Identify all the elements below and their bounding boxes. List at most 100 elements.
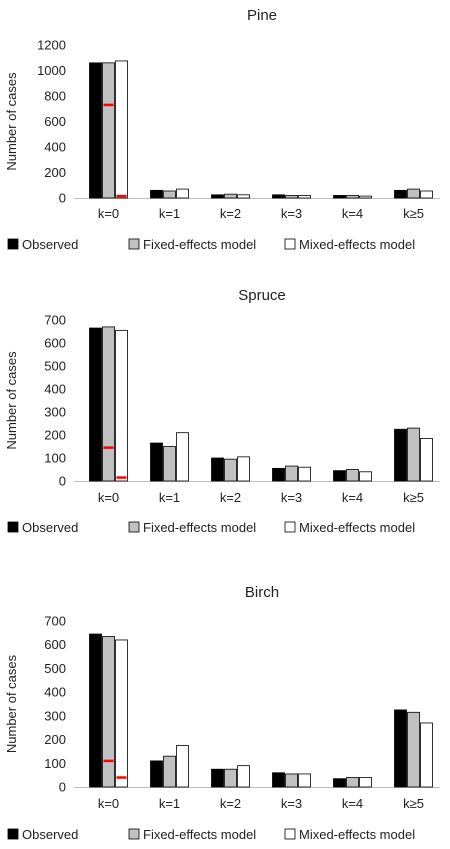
bar-fixed-k=1 (163, 190, 176, 199)
bar-mixed-k≥5 (420, 438, 433, 482)
x-tick-label: k=3 (281, 796, 302, 811)
x-tick-label: k=1 (159, 796, 180, 811)
bar-observed-k=4 (333, 470, 346, 482)
legend-label-observed: Observed (22, 827, 78, 842)
bar-fixed-k=0 (102, 62, 115, 199)
y-tick-label: 100 (44, 451, 66, 466)
bar-fixed-k=4 (346, 777, 359, 788)
bar-fixed-k=2 (224, 193, 237, 199)
y-tick-label: 800 (44, 89, 66, 104)
y-tick-label: 200 (44, 732, 66, 747)
bar-mixed-k=0 (115, 60, 128, 199)
legend-swatch-fixed (128, 238, 140, 250)
y-tick-label: 400 (44, 685, 66, 700)
bar-observed-k=2 (211, 457, 224, 482)
bar-observed-k=3 (272, 772, 285, 788)
bar-fixed-k≥5 (407, 188, 420, 199)
bar-fixed-k=3 (285, 465, 298, 482)
bar-mixed-k=2 (237, 456, 250, 482)
x-tick-label: k≥5 (403, 206, 424, 221)
x-tick-label: k≥5 (403, 490, 424, 505)
legend-label-mixed: Mixed-effects model (299, 827, 415, 842)
bar-fixed-k=4 (346, 195, 359, 199)
legend-label-fixed: Fixed-effects model (143, 520, 256, 535)
bar-observed-k≥5 (394, 189, 407, 199)
legend-label-observed: Observed (22, 520, 78, 535)
bar-mixed-k=2 (237, 765, 250, 788)
y-tick-label: 200 (44, 428, 66, 443)
x-tick-label: k=2 (220, 206, 241, 221)
x-tick-label: k=3 (281, 490, 302, 505)
x-tick-label: k=2 (220, 490, 241, 505)
bar-fixed-k=2 (224, 458, 237, 482)
bar-observed-k=0 (89, 327, 102, 482)
bar-fixed-k=1 (163, 446, 176, 482)
x-tick-label: k≥5 (403, 796, 424, 811)
bar-observed-k=0 (89, 62, 102, 199)
legend-swatch-mixed (284, 238, 296, 250)
bar-fixed-k=0 (102, 636, 115, 788)
chart-title: Pine (247, 7, 277, 24)
legend-label-fixed: Fixed-effects model (143, 237, 256, 252)
legend-swatch-fixed (128, 828, 140, 840)
y-tick-label: 600 (44, 114, 66, 129)
x-tick-label: k=1 (159, 206, 180, 221)
bar-observed-k=3 (272, 194, 285, 199)
y-tick-label: 1200 (37, 38, 66, 53)
y-axis-label: Number of cases (4, 351, 19, 450)
y-tick-label: 0 (59, 474, 66, 489)
y-axis-label: Number of cases (4, 654, 19, 753)
y-tick-label: 500 (44, 359, 66, 374)
bar-observed-k=1 (150, 189, 163, 199)
bar-mixed-k=1 (176, 745, 189, 788)
legend-label-mixed: Mixed-effects model (299, 520, 415, 535)
bar-fixed-k=3 (285, 773, 298, 788)
bar-fixed-k=4 (346, 469, 359, 482)
chart-panel-spruce: Spruce Number of cases 0 100 200 300 400 500 600… (4, 287, 440, 535)
x-tick-label: k=4 (342, 206, 363, 221)
x-tick-label: k=0 (98, 796, 119, 811)
bar-observed-k=2 (211, 768, 224, 788)
y-tick-label: 300 (44, 708, 66, 723)
bar-fixed-k≥5 (407, 427, 420, 482)
y-tick-label: 300 (44, 405, 66, 420)
chart-title: Birch (245, 584, 279, 601)
bar-mixed-k=3 (298, 195, 311, 199)
bar-fixed-k≥5 (407, 711, 420, 788)
bar-mixed-k≥5 (420, 190, 433, 199)
bar-fixed-k=1 (163, 755, 176, 788)
bar-fixed-k=0 (102, 326, 115, 482)
y-tick-label: 1000 (37, 63, 66, 78)
x-tick-label: k=3 (281, 206, 302, 221)
legend-swatch-mixed (284, 521, 296, 533)
x-tick-label: k=4 (342, 796, 363, 811)
legend-label-fixed: Fixed-effects model (143, 827, 256, 842)
y-tick-label: 600 (44, 637, 66, 652)
bar-observed-k=0 (89, 633, 102, 788)
bar-observed-k=1 (150, 442, 163, 482)
x-tick-label: k=2 (220, 796, 241, 811)
chart-panel-birch: Birch Number of cases 0 100 200 300 400 500 600 7… (4, 584, 440, 842)
bar-observed-k=4 (333, 195, 346, 199)
bar-mixed-k=1 (176, 188, 189, 199)
y-tick-label: 700 (44, 313, 66, 328)
legend-swatch-observed (7, 828, 19, 840)
legend-swatch-observed (7, 521, 19, 533)
x-tick-label: k=1 (159, 490, 180, 505)
y-tick-label: 400 (44, 382, 66, 397)
bar-observed-k≥5 (394, 428, 407, 482)
bar-mixed-k=4 (359, 777, 372, 788)
bar-mixed-k=3 (298, 466, 311, 482)
chart-title: Spruce (238, 287, 286, 304)
y-tick-label: 100 (44, 756, 66, 771)
bar-mixed-k≥5 (420, 722, 433, 788)
bar-mixed-k=0 (115, 329, 128, 482)
x-tick-label: k=0 (98, 490, 119, 505)
bar-fixed-k=2 (224, 768, 237, 788)
legend-swatch-observed (7, 238, 19, 250)
bar-mixed-k=2 (237, 194, 250, 199)
bar-mixed-k=4 (359, 471, 372, 482)
legend-swatch-fixed (128, 521, 140, 533)
y-tick-label: 400 (44, 140, 66, 155)
